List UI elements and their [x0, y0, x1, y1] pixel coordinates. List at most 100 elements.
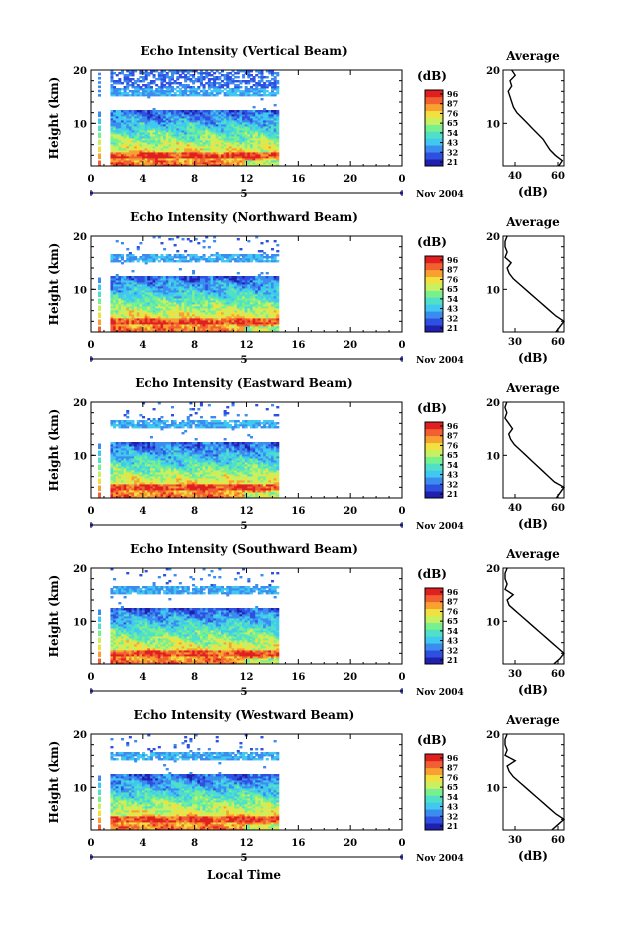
heatmap-cell	[276, 88, 280, 91]
heatmap-cell	[134, 276, 138, 279]
heatmap-cell	[252, 118, 256, 121]
heatmap-cell	[168, 312, 172, 315]
heatmap-cell	[236, 292, 240, 295]
strip-cell	[98, 94, 101, 97]
heatmap-cell	[176, 276, 180, 279]
heatmap-cell	[120, 158, 124, 161]
heatmap-cell	[178, 136, 182, 139]
heatmap-cell	[218, 282, 222, 285]
heatmap-cell	[273, 92, 277, 95]
heatmap-cell	[176, 496, 180, 499]
heatmap-cell	[220, 156, 225, 159]
heatmap-cell	[139, 162, 143, 165]
heatmap-cell	[218, 330, 222, 333]
heatmap-cell	[155, 320, 159, 323]
heatmap-cell	[252, 290, 256, 293]
heatmap-cell	[181, 130, 185, 133]
heatmap-cell	[242, 162, 246, 165]
heatmap-cell	[120, 306, 124, 309]
heatmap-cell	[134, 256, 138, 259]
heatmap-cell	[131, 292, 135, 295]
heatmap-cell	[178, 144, 182, 147]
heatmap-cell	[265, 128, 269, 131]
heatmap-cell	[113, 160, 117, 163]
heatmap-cell	[244, 118, 248, 121]
heatmap-cell	[131, 162, 135, 165]
heatmap-cell	[276, 136, 280, 139]
heatmap-cell	[160, 304, 164, 307]
heatmap-cell	[168, 316, 172, 319]
heatmap-cell	[118, 124, 122, 127]
heatmap-cell	[113, 140, 117, 143]
heatmap-cell	[192, 272, 196, 275]
heatmap-cell	[199, 314, 203, 317]
heatmap-cell	[207, 490, 211, 493]
heatmap-cell	[110, 260, 114, 263]
heatmap-cell	[199, 142, 203, 145]
heatmap-cell	[205, 306, 209, 309]
heatmap-cell	[213, 128, 217, 131]
heatmap-cell	[128, 296, 132, 299]
heatmap-cell	[168, 76, 172, 79]
heatmap-cell	[115, 278, 119, 281]
heatmap-cell	[110, 138, 114, 141]
heatmap-cell	[168, 298, 172, 301]
heatmap-cell	[239, 124, 243, 127]
heatmap-cell	[202, 276, 206, 279]
heatmap-cell	[144, 158, 148, 161]
heatmap-cell	[186, 330, 190, 333]
heatmap-cell	[139, 144, 143, 147]
heatmap-cell	[252, 150, 256, 153]
heatmap-cell	[118, 490, 122, 493]
heatmap-cell	[157, 152, 161, 155]
strip-cell	[98, 118, 101, 122]
heatmap-cell	[176, 142, 180, 145]
heatmap-cell	[192, 114, 196, 117]
heatmap-cell	[118, 136, 122, 139]
heatmap-cell	[163, 258, 167, 261]
heatmap-cell	[226, 324, 230, 327]
heatmap-cell	[273, 148, 277, 151]
heatmap-cell	[165, 88, 169, 91]
heatmap-cell	[163, 494, 167, 497]
heatmap-cell	[202, 280, 206, 283]
heatmap-cell	[152, 144, 156, 147]
heatmap-cell	[147, 158, 151, 161]
heatmap-cell	[178, 314, 182, 317]
heatmap-cell	[165, 322, 169, 325]
heatmap-cell	[213, 328, 217, 331]
heatmap-cell	[155, 126, 159, 129]
strip-cell	[98, 76, 101, 80]
heatmap-cell	[152, 324, 156, 327]
heatmap-cell	[197, 88, 201, 91]
heatmap-cell	[210, 308, 214, 311]
heatmap-cell	[181, 94, 185, 97]
heatmap-cell	[263, 164, 267, 167]
heatmap-cell	[249, 160, 253, 163]
heatmap-cell	[249, 288, 253, 291]
heatmap-cell	[189, 494, 193, 497]
heatmap-cell	[155, 276, 159, 279]
heatmap-cell	[136, 84, 140, 87]
heatmap-cell	[142, 158, 146, 161]
heatmap-cell	[128, 120, 132, 123]
heatmap-cell	[139, 300, 143, 303]
heatmap-cell	[110, 158, 114, 161]
heatmap-cell	[192, 294, 196, 297]
heatmap-cell	[160, 254, 164, 257]
heatmap-cell	[186, 280, 190, 283]
heatmap-cell	[268, 302, 272, 305]
heatmap-cell	[252, 280, 256, 283]
heatmap-cell	[136, 284, 140, 287]
heatmap-cell	[228, 142, 232, 145]
heatmap-cell	[173, 158, 177, 161]
heatmap-cell	[276, 294, 280, 297]
heatmap-cell	[165, 82, 169, 85]
heatmap-cell	[128, 142, 132, 145]
heatmap-cell	[123, 308, 127, 311]
heatmap-cell	[110, 86, 114, 89]
heatmap-cell	[263, 108, 267, 111]
heatmap-cell	[173, 140, 177, 143]
heatmap-cell	[147, 150, 151, 153]
heatmap-cell	[202, 136, 206, 139]
